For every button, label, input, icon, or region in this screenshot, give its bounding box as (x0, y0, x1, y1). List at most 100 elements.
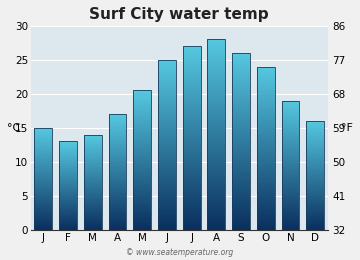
Bar (207, 162, 225, 163)
Bar (306, 155, 324, 156)
Bar (207, 153, 225, 154)
Bar (257, 190, 275, 191)
Bar (59, 141, 77, 142)
Bar (35, 198, 52, 199)
Bar (35, 222, 52, 223)
Bar (183, 197, 201, 198)
Bar (232, 204, 250, 205)
Bar (35, 208, 52, 209)
Bar (35, 143, 52, 144)
Bar (306, 177, 324, 178)
Bar (207, 110, 225, 111)
Bar (232, 79, 250, 80)
Bar (59, 162, 77, 163)
Bar (232, 81, 250, 82)
Bar (35, 219, 52, 220)
Bar (84, 228, 102, 229)
Bar (109, 174, 126, 175)
Bar (158, 145, 176, 146)
Bar (282, 215, 300, 216)
Bar (109, 188, 126, 189)
Bar (109, 175, 126, 176)
Bar (183, 103, 201, 104)
Bar (109, 181, 126, 182)
Bar (133, 225, 151, 226)
Bar (133, 180, 151, 181)
Bar (257, 161, 275, 162)
Bar (133, 192, 151, 193)
Bar (207, 105, 225, 106)
Bar (282, 159, 300, 160)
Bar (158, 83, 176, 84)
Bar (207, 70, 225, 71)
Bar (282, 160, 300, 161)
Bar (207, 107, 225, 108)
Bar (133, 228, 151, 229)
Bar (183, 151, 201, 152)
Bar (183, 144, 201, 145)
Bar (306, 187, 324, 188)
Bar (133, 178, 151, 179)
Bar (257, 198, 275, 199)
Bar (133, 158, 151, 159)
Bar (232, 224, 250, 225)
Bar (232, 59, 250, 60)
Bar (257, 151, 275, 152)
Bar (84, 135, 102, 230)
Bar (133, 191, 151, 192)
Bar (109, 158, 126, 159)
Bar (35, 156, 52, 157)
Bar (183, 217, 201, 218)
Bar (257, 93, 275, 94)
Bar (84, 200, 102, 201)
Bar (133, 150, 151, 151)
Bar (306, 143, 324, 144)
Bar (133, 114, 151, 115)
Bar (183, 132, 201, 133)
Bar (109, 160, 126, 161)
Bar (109, 121, 126, 122)
Bar (109, 194, 126, 195)
Bar (109, 161, 126, 162)
Bar (306, 211, 324, 212)
Bar (232, 133, 250, 134)
Bar (257, 129, 275, 130)
Bar (257, 116, 275, 117)
Bar (84, 223, 102, 224)
Bar (133, 140, 151, 141)
Bar (158, 73, 176, 74)
Bar (109, 206, 126, 207)
Bar (183, 139, 201, 140)
Bar (257, 227, 275, 228)
Bar (158, 172, 176, 173)
Bar (133, 175, 151, 176)
Bar (232, 134, 250, 135)
Bar (133, 189, 151, 190)
Bar (306, 203, 324, 204)
Bar (35, 171, 52, 172)
Bar (232, 165, 250, 166)
Bar (109, 212, 126, 213)
Bar (59, 217, 77, 218)
Bar (109, 216, 126, 217)
Bar (59, 197, 77, 198)
Bar (306, 175, 324, 176)
Bar (232, 75, 250, 76)
Bar (257, 169, 275, 170)
Bar (207, 216, 225, 217)
Bar (183, 164, 201, 165)
Bar (207, 208, 225, 209)
Bar (133, 222, 151, 223)
Bar (84, 181, 102, 182)
Bar (35, 210, 52, 211)
Bar (207, 209, 225, 210)
Bar (183, 155, 201, 157)
Bar (207, 200, 225, 201)
Bar (232, 178, 250, 179)
Bar (282, 129, 300, 130)
Bar (232, 226, 250, 227)
Bar (183, 213, 201, 214)
Bar (207, 74, 225, 75)
Bar (35, 168, 52, 169)
Bar (158, 89, 176, 90)
